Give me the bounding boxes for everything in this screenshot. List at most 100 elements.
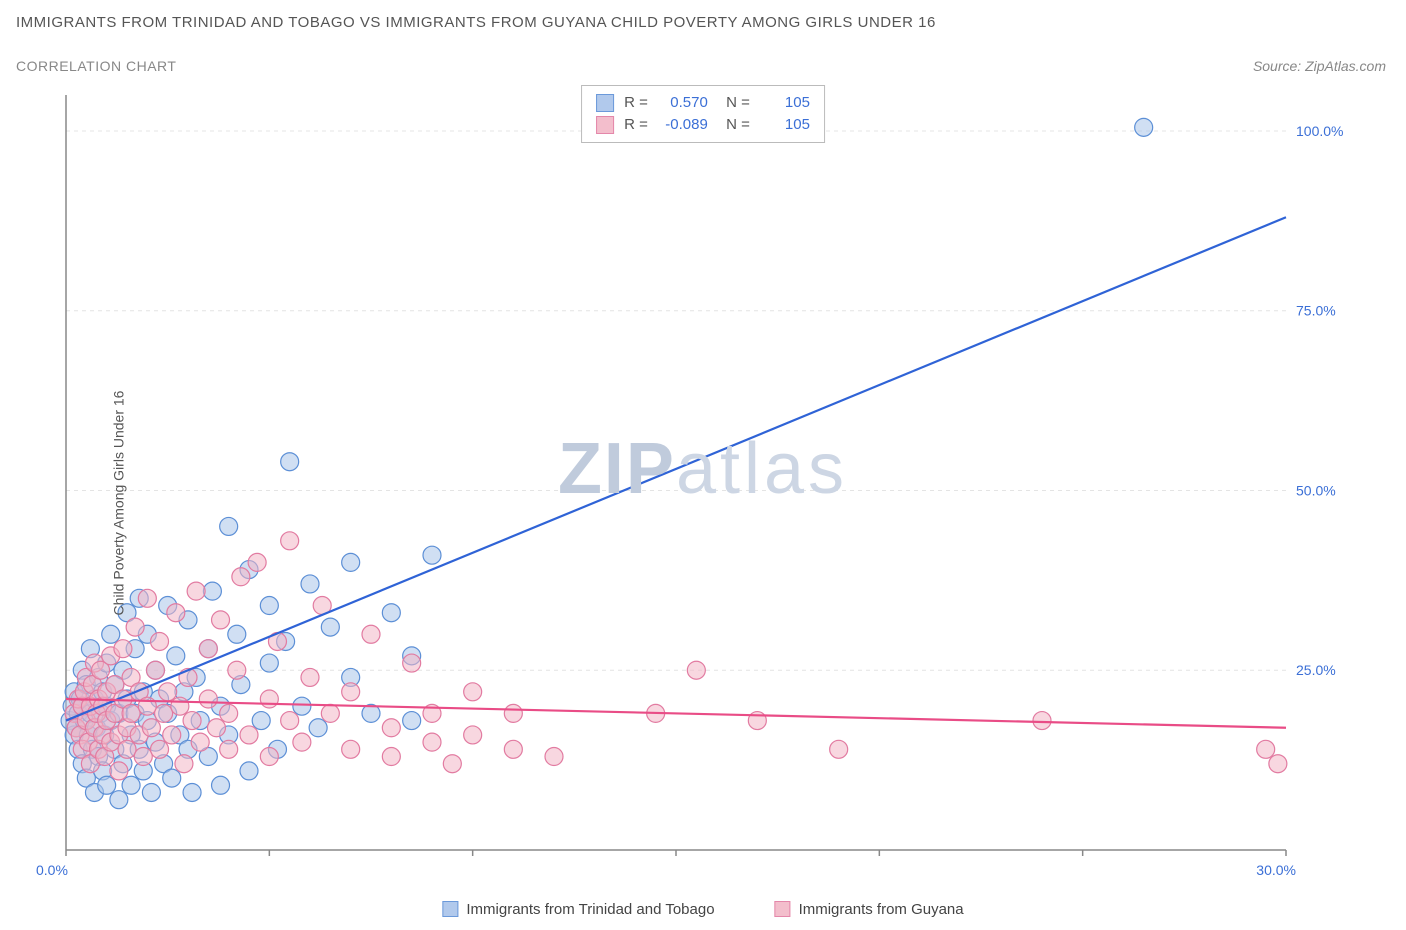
data-point-gy (151, 632, 169, 650)
data-point-gy (342, 740, 360, 758)
data-point-gy (1033, 712, 1051, 730)
bottom-legend-item-gy: Immigrants from Guyana (775, 901, 964, 918)
data-point-gy (321, 704, 339, 722)
y-tick-label: 75.0% (1296, 303, 1336, 319)
data-point-gy (342, 683, 360, 701)
data-point-gy (142, 719, 160, 737)
data-point-tt (281, 453, 299, 471)
data-point-gy (146, 661, 164, 679)
n-label: N = (718, 114, 750, 136)
data-point-tt (240, 762, 258, 780)
data-point-gy (423, 733, 441, 751)
bottom-legend-label-gy: Immigrants from Guyana (799, 901, 964, 918)
data-point-gy (545, 748, 563, 766)
y-tick-label: 25.0% (1296, 662, 1336, 678)
data-point-gy (464, 726, 482, 744)
bottom-swatch-tt (442, 901, 458, 917)
data-point-tt (423, 546, 441, 564)
correlation-legend: R = 0.570 N = 105R =-0.089 N =105 (581, 85, 825, 143)
data-point-tt (382, 604, 400, 622)
data-point-gy (281, 532, 299, 550)
data-point-gy (126, 618, 144, 636)
data-point-tt (98, 776, 116, 794)
data-point-gy (220, 740, 238, 758)
data-point-gy (183, 712, 201, 730)
data-point-gy (464, 683, 482, 701)
data-point-tt (301, 575, 319, 593)
data-point-gy (293, 733, 311, 751)
source-attribution: Source: ZipAtlas.com (1253, 58, 1386, 74)
data-point-gy (110, 762, 128, 780)
data-point-tt (163, 769, 181, 787)
data-point-gy (248, 553, 266, 571)
data-point-gy (155, 704, 173, 722)
data-point-gy (240, 726, 258, 744)
data-point-gy (122, 704, 140, 722)
data-point-gy (199, 640, 217, 658)
data-point-tt (102, 625, 120, 643)
data-point-gy (504, 704, 522, 722)
data-point-tt (142, 783, 160, 801)
bottom-legend-label-tt: Immigrants from Trinidad and Tobago (466, 901, 714, 918)
data-point-gy (199, 690, 217, 708)
data-point-tt (220, 517, 238, 535)
data-point-tt (228, 625, 246, 643)
data-point-tt (260, 654, 278, 672)
data-point-gy (382, 748, 400, 766)
data-point-gy (228, 661, 246, 679)
data-point-tt (183, 783, 201, 801)
data-point-tt (203, 582, 221, 600)
r-value-tt: 0.570 (658, 92, 708, 114)
bottom-swatch-gy (775, 901, 791, 917)
data-point-gy (212, 611, 230, 629)
data-point-gy (118, 740, 136, 758)
data-point-tt (167, 647, 185, 665)
data-point-gy (167, 604, 185, 622)
data-point-tt (293, 697, 311, 715)
x-tick-label: 0.0% (36, 862, 68, 878)
r-label: R = (624, 92, 648, 114)
data-point-gy (138, 589, 156, 607)
data-point-gy (1257, 740, 1275, 758)
legend-swatch-tt (596, 94, 614, 112)
data-point-gy (207, 719, 225, 737)
data-point-tt (403, 712, 421, 730)
bottom-legend-item-tt: Immigrants from Trinidad and Tobago (442, 901, 714, 918)
data-point-tt (342, 553, 360, 571)
data-point-tt (260, 597, 278, 615)
chart-title: IMMIGRANTS FROM TRINIDAD AND TOBAGO VS I… (16, 14, 936, 31)
legend-row-gy: R =-0.089 N =105 (596, 114, 810, 136)
data-point-gy (171, 697, 189, 715)
data-point-tt (110, 791, 128, 809)
data-point-gy (281, 712, 299, 730)
trend-line-tt (66, 217, 1286, 720)
legend-swatch-gy (596, 116, 614, 134)
data-point-gy (220, 704, 238, 722)
data-point-gy (191, 733, 209, 751)
data-point-gy (1269, 755, 1287, 773)
trend-line-gy (66, 699, 1286, 728)
data-point-gy (151, 740, 169, 758)
data-point-gy (187, 582, 205, 600)
r-value-gy: -0.089 (658, 114, 708, 136)
data-point-tt (321, 618, 339, 636)
data-point-gy (134, 748, 152, 766)
chart-subtitle: CORRELATION CHART (16, 58, 176, 74)
data-point-gy (687, 661, 705, 679)
n-value-tt: 105 (760, 92, 810, 114)
data-point-tt (309, 719, 327, 737)
data-point-tt (1135, 118, 1153, 136)
legend-row-tt: R = 0.570 N = 105 (596, 92, 810, 114)
data-point-tt (212, 776, 230, 794)
y-axis-label: Child Poverty Among Girls Under 16 (110, 390, 126, 615)
data-point-gy (382, 719, 400, 737)
data-point-gy (114, 640, 132, 658)
data-point-tt (122, 776, 140, 794)
series-legend: Immigrants from Trinidad and Tobago Immig… (442, 901, 963, 918)
data-point-gy (443, 755, 461, 773)
scatter-plot: 25.0%50.0%75.0%100.0%0.0%30.0% (16, 85, 1356, 890)
x-tick-label: 30.0% (1256, 862, 1296, 878)
data-point-tt (252, 712, 270, 730)
n-label: N = (718, 92, 750, 114)
chart-container: Child Poverty Among Girls Under 16 25.0%… (16, 85, 1390, 920)
